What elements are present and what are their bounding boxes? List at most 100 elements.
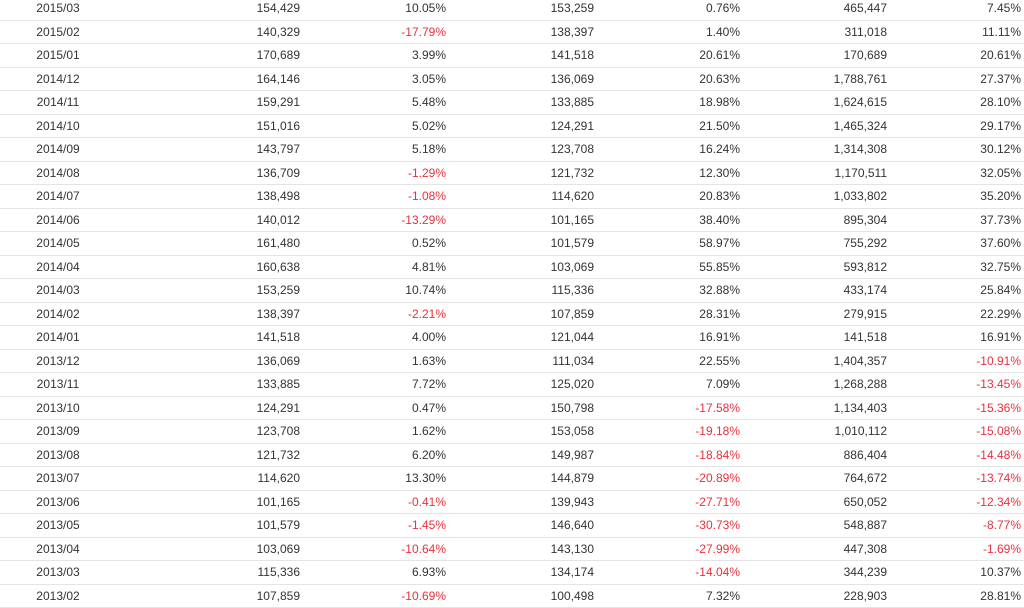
value-cell: 123,708 — [152, 419, 300, 444]
table-row: 2014/03 153,259 10.74% 115,336 32.88% 433,174… — [0, 278, 1024, 303]
change-cell: 3.05% — [300, 67, 446, 91]
yoy-change-cell: -20.89% — [594, 466, 740, 491]
value-cell: 151,016 — [152, 114, 300, 138]
cumulative-change-cell: 30.12% — [887, 137, 1024, 162]
value-cell: 143,797 — [152, 137, 300, 162]
cumulative-change-cell: 16.91% — [887, 325, 1024, 350]
yoy-change-cell: 38.40% — [594, 208, 740, 232]
prior-value-cell: 115,336 — [446, 278, 594, 303]
table-row: 2015/01 170,689 3.99% 141,518 20.61% 170,689 2… — [0, 43, 1024, 68]
cumulative-cell: 447,308 — [740, 537, 887, 561]
table-row: 2014/10 151,016 5.02% 124,291 21.50% 1,465,32… — [0, 114, 1024, 138]
prior-value-cell: 141,518 — [446, 43, 594, 68]
prior-value-cell: 144,879 — [446, 466, 594, 491]
cumulative-cell: 650,052 — [740, 490, 887, 514]
month-cell: 2014/06 — [0, 208, 152, 232]
prior-value-cell: 121,732 — [446, 161, 594, 185]
change-cell: 10.05% — [300, 0, 446, 21]
prior-value-cell: 101,579 — [446, 231, 594, 256]
prior-value-cell: 114,620 — [446, 184, 594, 209]
cumulative-change-cell: -1.69% — [887, 537, 1024, 561]
prior-value-cell: 125,020 — [446, 372, 594, 397]
change-cell: 5.48% — [300, 90, 446, 115]
month-cell: 2013/09 — [0, 419, 152, 444]
cumulative-change-cell: 28.81% — [887, 584, 1024, 608]
month-cell: 2014/01 — [0, 325, 152, 350]
cumulative-change-cell: 22.29% — [887, 302, 1024, 326]
cumulative-change-cell: 10.37% — [887, 560, 1024, 585]
yoy-change-cell: 22.55% — [594, 349, 740, 373]
change-cell: -17.79% — [300, 20, 446, 44]
month-cell: 2013/12 — [0, 349, 152, 373]
month-cell: 2013/03 — [0, 560, 152, 585]
cumulative-cell: 141,518 — [740, 325, 887, 350]
cumulative-cell: 311,018 — [740, 20, 887, 44]
month-cell: 2014/07 — [0, 184, 152, 209]
change-cell: 3.99% — [300, 43, 446, 68]
prior-value-cell: 124,291 — [446, 114, 594, 138]
table-row: 2014/09 143,797 5.18% 123,708 16.24% 1,314,30… — [0, 137, 1024, 162]
value-cell: 160,638 — [152, 255, 300, 279]
change-cell: 7.72% — [300, 372, 446, 397]
cumulative-change-cell: -15.08% — [887, 419, 1024, 444]
prior-value-cell: 101,165 — [446, 208, 594, 232]
cumulative-cell: 1,170,511 — [740, 161, 887, 185]
change-cell: 4.00% — [300, 325, 446, 350]
value-cell: 161,480 — [152, 231, 300, 256]
change-cell: 6.93% — [300, 560, 446, 585]
table-row: 2014/07 138,498 -1.08% 114,620 20.83% 1,033,8… — [0, 184, 1024, 209]
cumulative-change-cell: -8.77% — [887, 513, 1024, 538]
value-cell: 124,291 — [152, 396, 300, 420]
prior-value-cell: 150,798 — [446, 396, 594, 420]
cumulative-cell: 344,239 — [740, 560, 887, 585]
value-cell: 101,579 — [152, 513, 300, 538]
prior-value-cell: 149,987 — [446, 443, 594, 467]
change-cell: -1.29% — [300, 161, 446, 185]
change-cell: -10.64% — [300, 537, 446, 561]
prior-value-cell: 146,640 — [446, 513, 594, 538]
prior-value-cell: 153,259 — [446, 0, 594, 21]
cumulative-cell: 279,915 — [740, 302, 887, 326]
yoy-change-cell: 7.09% — [594, 372, 740, 397]
table-row: 2013/08 121,732 6.20% 149,987 -18.84% 886,404… — [0, 443, 1024, 467]
cumulative-cell: 1,624,615 — [740, 90, 887, 115]
cumulative-change-cell: -10.91% — [887, 349, 1024, 373]
value-cell: 121,732 — [152, 443, 300, 467]
table-row: 2015/02 140,329 -17.79% 138,397 1.40% 311,018… — [0, 20, 1024, 44]
change-cell: 13.30% — [300, 466, 446, 491]
yoy-change-cell: -18.84% — [594, 443, 740, 467]
yoy-change-cell: 55.85% — [594, 255, 740, 279]
value-cell: 153,259 — [152, 278, 300, 303]
change-cell: 0.47% — [300, 396, 446, 420]
yoy-change-cell: 16.24% — [594, 137, 740, 162]
cumulative-cell: 593,812 — [740, 255, 887, 279]
table-row: 2014/12 164,146 3.05% 136,069 20.63% 1,788,76… — [0, 67, 1024, 91]
prior-value-cell: 138,397 — [446, 20, 594, 44]
month-cell: 2013/08 — [0, 443, 152, 467]
yoy-change-cell: -27.71% — [594, 490, 740, 514]
change-cell: 6.20% — [300, 443, 446, 467]
value-cell: 170,689 — [152, 43, 300, 68]
month-cell: 2015/03 — [0, 0, 152, 21]
change-cell: -2.21% — [300, 302, 446, 326]
yoy-change-cell: 32.88% — [594, 278, 740, 303]
month-cell: 2014/08 — [0, 161, 152, 185]
table-row: 2014/11 159,291 5.48% 133,885 18.98% 1,624,61… — [0, 90, 1024, 115]
prior-value-cell: 134,174 — [446, 560, 594, 585]
change-cell: -13.29% — [300, 208, 446, 232]
table-row: 2014/05 161,480 0.52% 101,579 58.97% 755,292 3… — [0, 231, 1024, 256]
yoy-change-cell: -30.73% — [594, 513, 740, 538]
month-cell: 2013/06 — [0, 490, 152, 514]
change-cell: 5.02% — [300, 114, 446, 138]
prior-value-cell: 133,885 — [446, 90, 594, 115]
value-cell: 103,069 — [152, 537, 300, 561]
cumulative-change-cell: -14.48% — [887, 443, 1024, 467]
yoy-change-cell: 16.91% — [594, 325, 740, 350]
table-row: 2015/03 154,429 10.05% 153,259 0.76% 465,447 7… — [0, 0, 1024, 21]
cumulative-cell: 433,174 — [740, 278, 887, 303]
cumulative-cell: 170,689 — [740, 43, 887, 68]
value-cell: 133,885 — [152, 372, 300, 397]
cumulative-change-cell: 32.05% — [887, 161, 1024, 185]
